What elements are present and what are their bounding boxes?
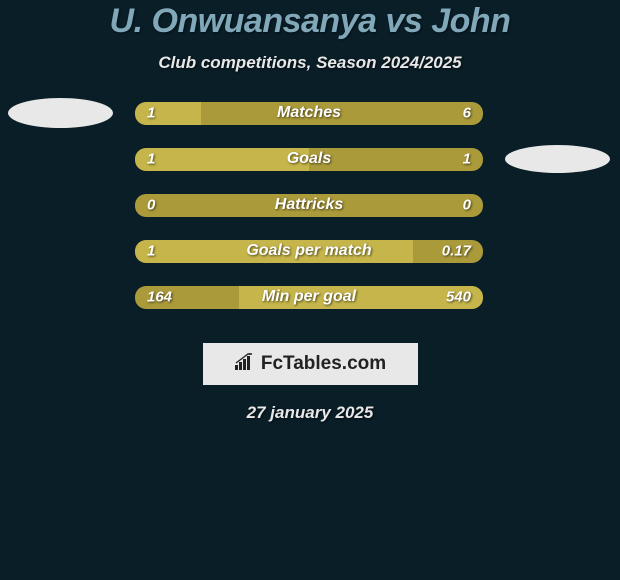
- stat-label: Goals: [287, 150, 331, 168]
- bar-base: 0 Hattricks 0: [135, 194, 483, 217]
- stat-value-right: 6: [463, 105, 471, 122]
- stat-label: Matches: [277, 104, 341, 122]
- bar-fill-left: [135, 148, 309, 171]
- stat-bar: 0 Hattricks 0: [135, 194, 483, 217]
- stat-value-left: 1: [147, 105, 155, 122]
- branding-text: FcTables.com: [261, 353, 386, 375]
- player-right-avatar: [505, 145, 610, 173]
- stat-row: 1 Matches 6: [0, 101, 620, 125]
- stat-label: Goals per match: [246, 242, 371, 260]
- stat-value-right: 0: [463, 197, 471, 214]
- stat-value-left: 164: [147, 289, 172, 306]
- stat-value-right: 1: [463, 151, 471, 168]
- main-container: U. Onwuansanya vs John Club competitions…: [0, 0, 620, 423]
- bar-base: 164 Min per goal 540: [135, 286, 483, 309]
- footer-date: 27 january 2025: [0, 403, 620, 423]
- branding-badge: FcTables.com: [203, 343, 418, 385]
- chart-icon: [234, 353, 256, 376]
- page-subtitle: Club competitions, Season 2024/2025: [0, 53, 620, 73]
- bar-base: 1 Matches 6: [135, 102, 483, 125]
- stat-bar: 1 Goals 1: [135, 148, 483, 171]
- player-left-avatar: [8, 98, 113, 128]
- stat-value-left: 1: [147, 243, 155, 260]
- stat-bar: 164 Min per goal 540: [135, 286, 483, 309]
- bar-base: 1 Goals per match 0.17: [135, 240, 483, 263]
- bar-base: 1 Goals 1: [135, 148, 483, 171]
- stat-value-left: 1: [147, 151, 155, 168]
- page-title: U. Onwuansanya vs John: [0, 2, 620, 41]
- stat-bar: 1 Matches 6: [135, 102, 483, 125]
- stat-value-right: 540: [446, 289, 471, 306]
- stat-label: Hattricks: [275, 196, 343, 214]
- stat-value-right: 0.17: [442, 243, 471, 260]
- stats-area: 1 Matches 6 1 Goals 1 0 Hattricks 0 1 Goals per ma…: [0, 101, 620, 331]
- stat-bar: 1 Goals per match 0.17: [135, 240, 483, 263]
- stat-label: Min per goal: [262, 288, 356, 306]
- stat-value-left: 0: [147, 197, 155, 214]
- stat-row: 1 Goals per match 0.17: [0, 239, 620, 263]
- bar-fill-left: [135, 102, 201, 125]
- stat-row: 164 Min per goal 540: [0, 285, 620, 309]
- stat-row: 0 Hattricks 0: [0, 193, 620, 217]
- stat-row: 1 Goals 1: [0, 147, 620, 171]
